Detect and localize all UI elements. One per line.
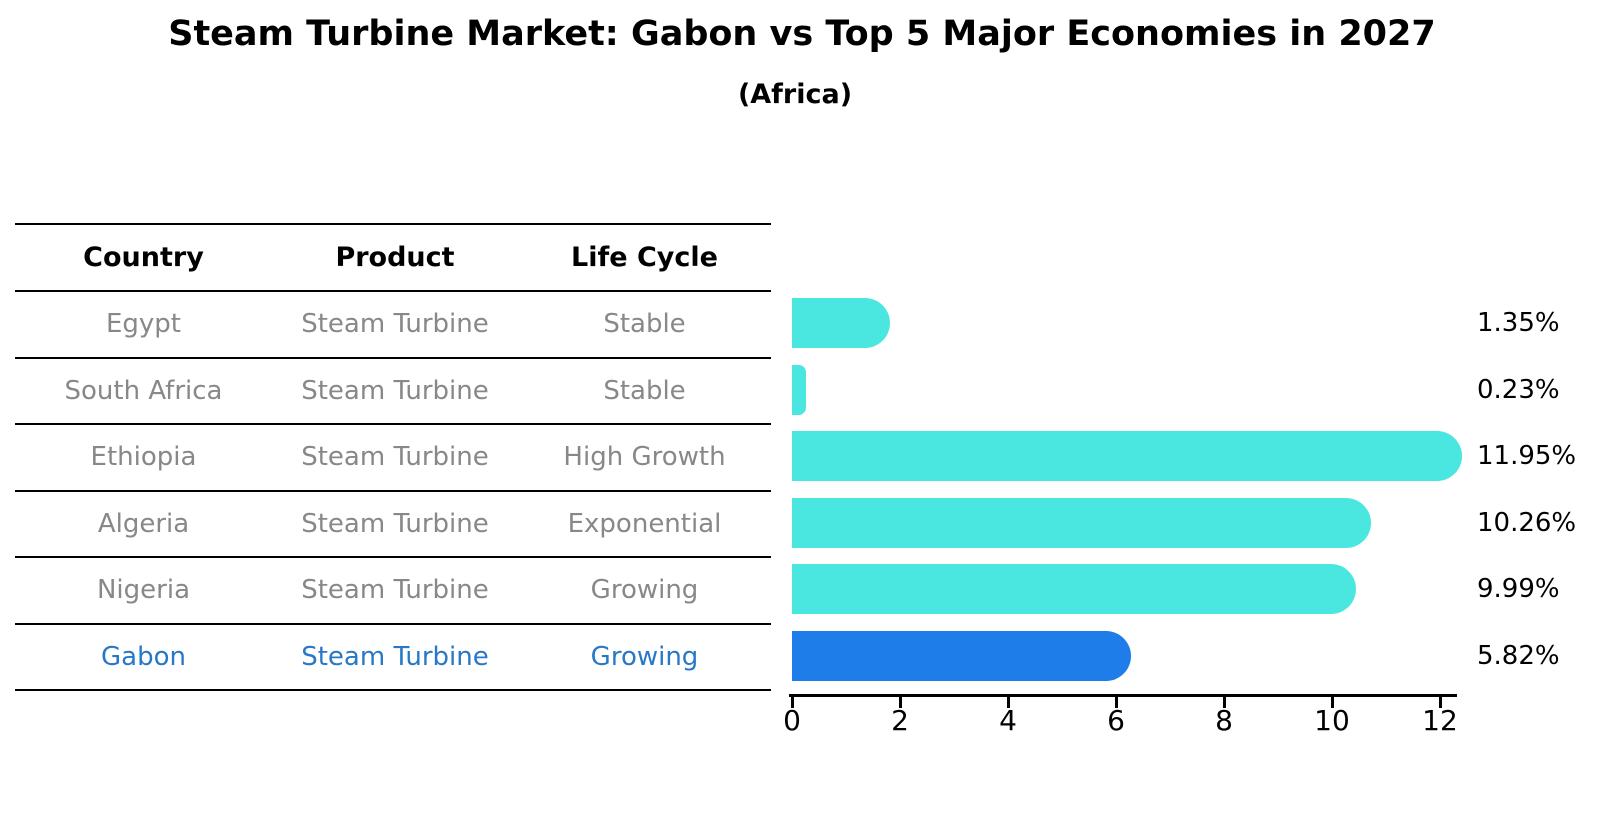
table-cell-country: Nigeria [96, 575, 191, 606]
x-axis-tick-label: 2 [891, 704, 909, 737]
bar-nigeria [792, 564, 1357, 615]
table-cell-life-cycle: Growing [590, 641, 699, 672]
table-row: South Africa Steam Turbine Stable [15, 359, 771, 425]
table-cell-country: Gabon [101, 641, 186, 672]
x-axis-tick-mark [1006, 697, 1010, 708]
x-axis-tick-label: 0 [783, 704, 801, 737]
table-cell-product: Steam Turbine [301, 309, 489, 340]
x-axis-tick-label: 12 [1422, 704, 1458, 737]
value-label-south-africa: 0.23% [1477, 374, 1560, 405]
table-cell-product: Steam Turbine [301, 442, 489, 473]
table-row: Gabon Steam Turbine Growing [15, 625, 771, 691]
value-label-egypt: 1.35% [1477, 308, 1560, 338]
bar-algeria [792, 497, 1372, 548]
bar-egypt [792, 298, 890, 348]
table-cell-life-cycle: Stable [603, 309, 686, 340]
x-axis-tick-mark [790, 697, 794, 708]
table-rows: Egypt Steam Turbine Stable South Africa Stea… [15, 292, 771, 691]
x-axis-tick-mark [1438, 697, 1442, 708]
x-axis-tick-label: 6 [1107, 704, 1125, 737]
table-header-life-cycle: Life Cycle [571, 242, 718, 273]
x-axis-tick-mark [1222, 697, 1226, 708]
table-cell-life-cycle: Growing [590, 575, 699, 606]
x-axis-line [789, 694, 1457, 697]
value-label-ethiopia: 11.95% [1477, 441, 1577, 472]
table-header-country: Country [83, 242, 204, 273]
table-header-product: Product [335, 242, 455, 273]
value-label-gabon: 5.82% [1477, 640, 1560, 671]
table-cell-life-cycle: Exponential [567, 508, 722, 539]
x-axis-tick-label: 10 [1314, 704, 1350, 737]
table-cell-life-cycle: High Growth [563, 442, 726, 473]
x-axis-tick-mark [898, 697, 902, 708]
x-axis-tick-mark [1330, 697, 1334, 708]
table-cell-country: Algeria [97, 508, 190, 539]
chart-subtitle: (Africa) [737, 79, 853, 110]
table-cell-country: Ethiopia [90, 442, 197, 473]
table-row: Algeria Steam Turbine Exponential [15, 492, 771, 558]
x-axis-tick-label: 4 [999, 704, 1017, 737]
table-cell-product: Steam Turbine [301, 508, 489, 539]
value-label-algeria: 10.26% [1477, 507, 1577, 538]
table-cell-country: Egypt [105, 309, 182, 340]
bar-ethiopia [792, 431, 1463, 482]
x-axis-tick-mark [1114, 697, 1118, 708]
country-table: Country Product Life Cycle Egypt Steam Tu… [15, 223, 771, 691]
table-header-row: Country Product Life Cycle [15, 225, 771, 292]
table-cell-product: Steam Turbine [301, 575, 489, 606]
table-cell-life-cycle: Stable [603, 375, 686, 406]
x-axis-tick-label: 8 [1215, 704, 1233, 737]
table-cell-product: Steam Turbine [301, 375, 489, 406]
table-cell-product: Steam Turbine [301, 641, 489, 672]
chart-title: Steam Turbine Market: Gabon vs Top 5 Maj… [168, 14, 1436, 54]
table-row: Egypt Steam Turbine Stable [15, 292, 771, 359]
bar-gabon [792, 630, 1132, 681]
value-label-nigeria: 9.99% [1477, 574, 1560, 605]
bar-south-africa [792, 364, 807, 415]
table-row: Nigeria Steam Turbine Growing [15, 558, 771, 625]
table-row: Ethiopia Steam Turbine High Growth [15, 425, 771, 492]
table-cell-country: South Africa [64, 375, 223, 406]
